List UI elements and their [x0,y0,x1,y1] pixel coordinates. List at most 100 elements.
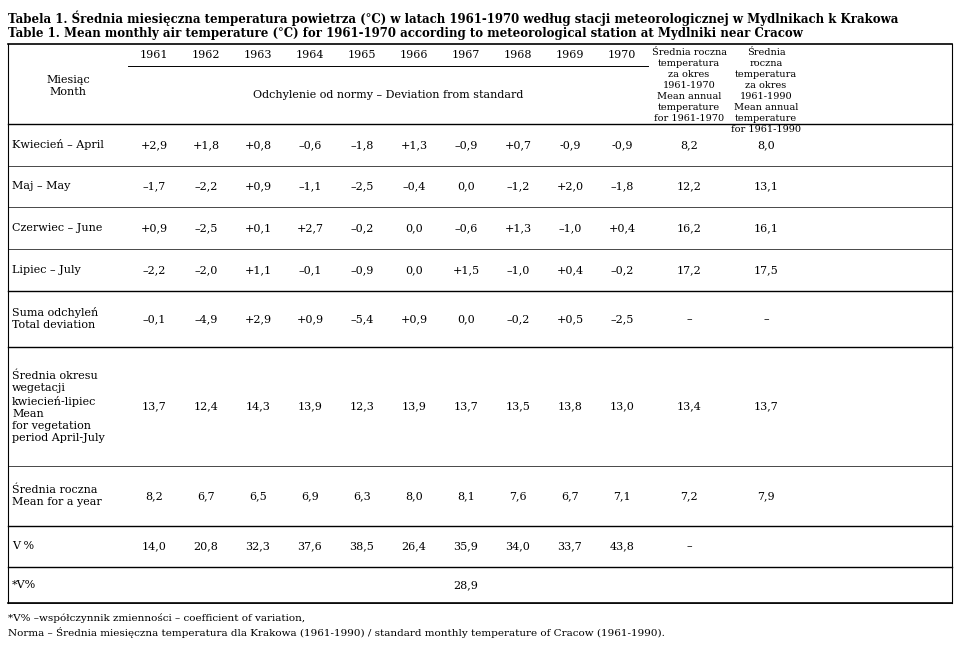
Text: 13,9: 13,9 [401,402,426,411]
Text: +0,4: +0,4 [557,265,584,275]
Text: Średnia: Średnia [747,48,785,57]
Text: 8,0: 8,0 [757,140,775,150]
Text: 38,5: 38,5 [349,541,374,552]
Text: +0,8: +0,8 [245,140,272,150]
Text: 7,1: 7,1 [613,491,631,501]
Text: temperature: temperature [658,103,720,112]
Text: 7,2: 7,2 [681,491,698,501]
Text: 12,3: 12,3 [349,402,374,411]
Text: 13,7: 13,7 [142,402,166,411]
Text: 8,2: 8,2 [680,140,698,150]
Text: –1,8: –1,8 [350,140,373,150]
Text: Średnia roczna: Średnia roczna [652,48,727,57]
Text: *V%: *V% [12,580,36,590]
Text: 33,7: 33,7 [558,541,583,552]
Text: 1961: 1961 [140,50,168,60]
Text: V %: V % [12,541,35,552]
Text: Miesiąc: Miesiąc [46,75,90,85]
Text: 7,9: 7,9 [757,491,775,501]
Text: +0,4: +0,4 [609,223,636,233]
Text: 13,4: 13,4 [677,402,702,411]
Text: temperatura: temperatura [735,70,797,79]
Text: 1961-1990: 1961-1990 [740,92,792,101]
Text: for 1961-1990: for 1961-1990 [731,125,801,134]
Text: 26,4: 26,4 [401,541,426,552]
Text: 32,3: 32,3 [246,541,271,552]
Text: +0,9: +0,9 [245,182,272,191]
Text: 43,8: 43,8 [610,541,635,552]
Text: –2,5: –2,5 [611,314,634,324]
Text: +2,9: +2,9 [140,140,168,150]
Text: Maj – May: Maj – May [12,182,70,191]
Text: 0,0: 0,0 [457,314,475,324]
Text: 13,5: 13,5 [506,402,531,411]
Text: 1970: 1970 [608,50,636,60]
Text: +0,9: +0,9 [297,314,324,324]
Text: -0,9: -0,9 [560,140,581,150]
Text: za okres: za okres [668,70,709,79]
Text: 16,2: 16,2 [677,223,702,233]
Text: 13,0: 13,0 [610,402,635,411]
Text: 0,0: 0,0 [405,265,422,275]
Text: 13,7: 13,7 [454,402,478,411]
Text: 14,3: 14,3 [246,402,271,411]
Text: 0,0: 0,0 [405,223,422,233]
Text: +0,9: +0,9 [400,314,427,324]
Text: –: – [686,314,692,324]
Text: *V% –współczynnik zmienności – coefficient of variation,: *V% –współczynnik zmienności – coefficie… [8,613,305,623]
Text: –2,5: –2,5 [194,223,218,233]
Text: +0,7: +0,7 [505,140,532,150]
Text: 6,5: 6,5 [250,491,267,501]
Text: Średnia roczna
Mean for a year: Średnia roczna Mean for a year [12,485,102,507]
Text: 12,2: 12,2 [677,182,702,191]
Text: Mean annual: Mean annual [657,92,721,101]
Text: +0,9: +0,9 [140,223,168,233]
Text: Tabela 1. Średnia miesięczna temperatura powietrza (°C) w latach 1961-1970 wedłu: Tabela 1. Średnia miesięczna temperatura… [8,11,899,27]
Text: +0,5: +0,5 [557,314,584,324]
Text: –0,6: –0,6 [454,223,478,233]
Text: 28,9: 28,9 [453,580,478,590]
Text: –0,1: –0,1 [142,314,166,324]
Text: -0,9: -0,9 [612,140,633,150]
Text: 16,1: 16,1 [754,223,779,233]
Text: –2,5: –2,5 [350,182,373,191]
Text: 13,8: 13,8 [558,402,583,411]
Text: Lipiec – July: Lipiec – July [12,265,81,275]
Text: –1,0: –1,0 [506,265,530,275]
Text: –0,9: –0,9 [350,265,373,275]
Text: Czerwiec – June: Czerwiec – June [12,223,103,233]
Text: –1,1: –1,1 [299,182,322,191]
Text: for 1961-1970: for 1961-1970 [654,114,724,123]
Text: –0,1: –0,1 [299,265,322,275]
Text: Norma – Średnia miesięczna temperatura dla Krakowa (1961-1990) / standard monthl: Norma – Średnia miesięczna temperatura d… [8,627,665,638]
Text: 13,9: 13,9 [298,402,323,411]
Text: Suma odchyleń
Total deviation: Suma odchyleń Total deviation [12,308,98,330]
Text: 37,6: 37,6 [298,541,323,552]
Text: –1,8: –1,8 [611,182,634,191]
Text: za okres: za okres [745,81,786,90]
Text: 14,0: 14,0 [141,541,166,552]
Text: 34,0: 34,0 [506,541,531,552]
Text: Table 1. Mean monthly air temperature (°C) for 1961-1970 according to meteorolog: Table 1. Mean monthly air temperature (°… [8,27,803,40]
Text: 13,7: 13,7 [754,402,779,411]
Text: +1,8: +1,8 [192,140,220,150]
Text: Month: Month [50,87,86,97]
Text: –1,0: –1,0 [559,223,582,233]
Text: +1,3: +1,3 [504,223,532,233]
Text: 20,8: 20,8 [194,541,219,552]
Text: 1969: 1969 [556,50,585,60]
Text: –: – [763,314,769,324]
Text: –0,2: –0,2 [611,265,634,275]
Text: +2,7: +2,7 [297,223,324,233]
Text: 7,6: 7,6 [509,491,527,501]
Text: Kwiecień – April: Kwiecień – April [12,140,104,151]
Text: Mean annual: Mean annual [733,103,798,112]
Text: 1963: 1963 [244,50,273,60]
Text: roczna: roczna [750,59,782,68]
Text: –1,7: –1,7 [142,182,166,191]
Text: +1,3: +1,3 [400,140,427,150]
Text: temperature: temperature [735,114,797,123]
Text: 6,7: 6,7 [562,491,579,501]
Text: –0,2: –0,2 [506,314,530,324]
Text: –0,6: –0,6 [299,140,322,150]
